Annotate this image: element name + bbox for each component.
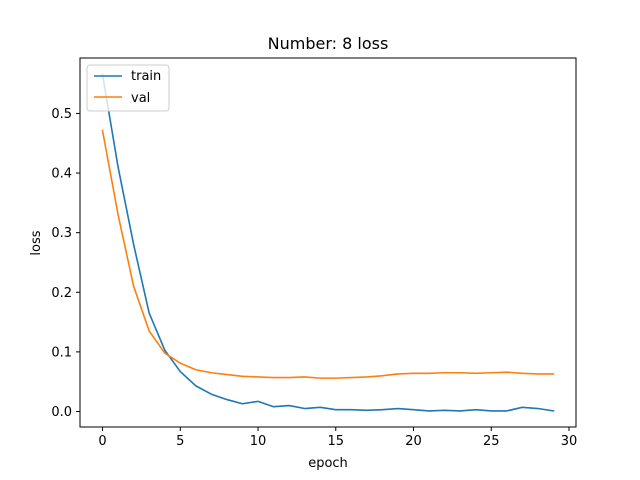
y-tick-label: 0.4: [51, 167, 72, 182]
x-tick-label: 15: [328, 434, 345, 449]
x-tick-label: 0: [98, 434, 106, 449]
legend-label-train: train: [131, 69, 161, 84]
x-axis: 0 5 10 15 20 25 30: [98, 427, 577, 449]
y-axis: 0.0 0.1 0.2 0.3 0.4 0.5: [51, 107, 80, 420]
x-tick-label: 20: [405, 434, 422, 449]
series-line-val: [101, 129, 555, 379]
y-tick-label: 0.1: [51, 345, 72, 360]
y-tick-label: 0.5: [51, 107, 72, 122]
x-tick-label: 30: [561, 434, 578, 449]
legend: train val: [86, 64, 170, 112]
x-tick-label: 5: [176, 434, 184, 449]
x-tick-label: 10: [250, 434, 267, 449]
y-tick-label: 0.0: [51, 405, 72, 420]
x-axis-label: epoch: [308, 456, 348, 471]
y-tick-label: 0.2: [51, 286, 72, 301]
series-line-train: [101, 73, 555, 412]
plot-frame: [79, 57, 577, 428]
x-tick-label: 25: [483, 434, 500, 449]
y-axis-label: loss: [29, 230, 44, 255]
chart-title: Number: 8 loss: [268, 34, 389, 53]
legend-label-val: val: [131, 91, 150, 106]
series-layer: [101, 73, 555, 412]
y-tick-label: 0.3: [51, 226, 72, 241]
